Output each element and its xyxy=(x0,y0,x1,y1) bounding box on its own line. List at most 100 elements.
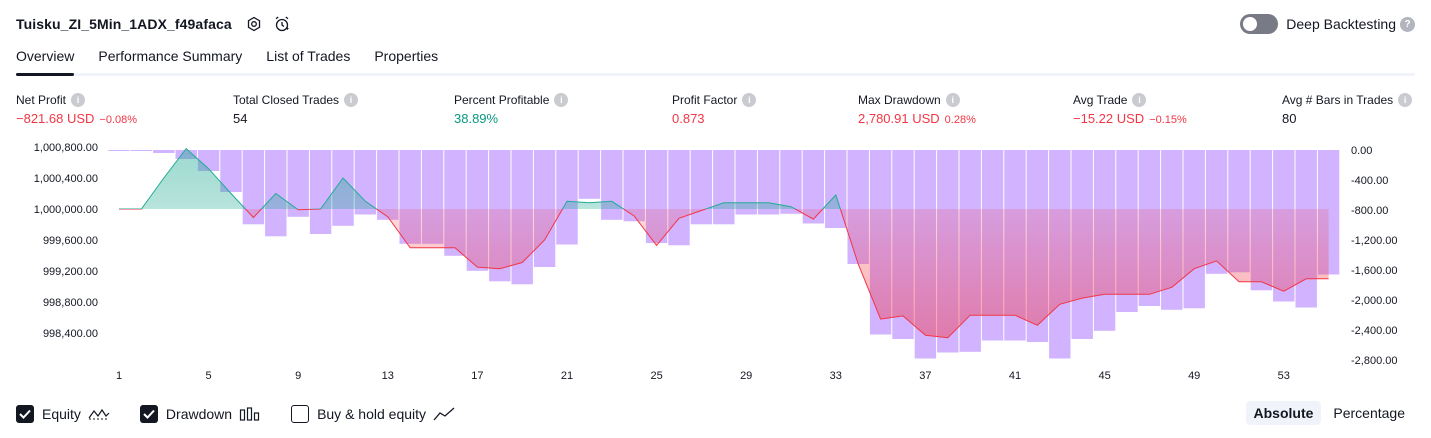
equity-area-negative xyxy=(119,209,1329,338)
drawdown-bar xyxy=(309,150,332,234)
legend-drawdown[interactable]: Drawdown xyxy=(139,405,261,423)
value-mode-switch: Absolute Percentage xyxy=(1245,401,1414,425)
drawdown-bar xyxy=(802,150,825,224)
drawdown-bar xyxy=(713,150,735,225)
x-tick-label: 49 xyxy=(1188,370,1200,382)
info-icon[interactable]: i xyxy=(344,93,359,107)
help-icon[interactable]: ? xyxy=(1400,16,1415,32)
drawdown-bar xyxy=(108,150,130,151)
drawdown-bar xyxy=(287,150,309,217)
metric-label: Percent Profitable xyxy=(454,93,550,107)
buy-hold-line-icon xyxy=(433,407,455,421)
metric-value: 38.89% xyxy=(454,111,499,126)
equity-checkbox[interactable] xyxy=(16,405,34,423)
header: Tuisku_ZI_5Min_1ADX_f49afaca Deep Backte… xyxy=(16,12,1415,36)
alarm-clock-icon[interactable] xyxy=(272,14,292,34)
y-left-tick-label: 1,000,000.00 xyxy=(34,204,98,216)
y-left-tick-label: 1,000,800.00 xyxy=(34,142,98,154)
info-icon[interactable]: i xyxy=(1398,93,1413,107)
equity-area xyxy=(119,147,1329,339)
x-tick-label: 37 xyxy=(919,370,931,382)
info-icon[interactable]: i xyxy=(71,93,86,107)
legend-buy-hold[interactable]: Buy & hold equity xyxy=(291,405,455,423)
metric-sub-value: −0.15% xyxy=(1149,114,1187,126)
tab-properties[interactable]: Properties xyxy=(374,48,439,64)
x-tick-label: 1 xyxy=(116,370,122,382)
drawdown-checkbox[interactable] xyxy=(139,405,158,423)
y-left-tick-label: 998,400.00 xyxy=(43,328,98,340)
legend-equity-label: Equity xyxy=(42,406,81,422)
metric-total-closed-trades: Total Closed Trades i 54 xyxy=(233,93,359,126)
deep-backtesting-toggle[interactable] xyxy=(1240,14,1279,34)
x-tick-label: 33 xyxy=(830,370,842,382)
info-icon[interactable]: i xyxy=(1132,93,1147,107)
drawdown-bar xyxy=(780,150,802,214)
drawdown-bar xyxy=(377,150,399,220)
info-icon[interactable]: i xyxy=(742,93,757,107)
tab-performance-summary[interactable]: Performance Summary xyxy=(98,48,243,64)
settings-gear-icon[interactable] xyxy=(244,14,264,34)
metric-label: Max Drawdown xyxy=(858,93,941,107)
metric-sub-value: −0.08% xyxy=(99,114,138,126)
tab-bar: Overview Performance Summary List of Tra… xyxy=(16,46,1415,76)
y-right-tick-label: 0.00 xyxy=(1351,145,1372,157)
x-tick-label: 29 xyxy=(740,370,752,382)
drawdown-bar xyxy=(578,150,601,199)
strategy-title: Tuisku_ZI_5Min_1ADX_f49afaca xyxy=(16,16,232,32)
drawdown-bar xyxy=(601,150,623,220)
chart-legend: Equity Drawdown Buy & hold equity xyxy=(16,403,485,425)
drawdown-bar xyxy=(757,150,780,215)
x-tick-label: 45 xyxy=(1098,370,1110,382)
drawdown-bar xyxy=(735,150,757,215)
metric-label: Profit Factor xyxy=(672,93,738,107)
metric-sub-value: 0.28% xyxy=(944,114,976,126)
x-tick-label: 53 xyxy=(1278,370,1290,382)
deep-backtesting-control: Deep Backtesting ? xyxy=(1240,12,1415,36)
tab-list-of-trades[interactable]: List of Trades xyxy=(266,48,351,64)
info-icon[interactable]: i xyxy=(945,93,960,107)
legend-equity[interactable]: Equity xyxy=(16,405,110,423)
metric-value: −15.22 USD xyxy=(1073,111,1145,126)
x-tick-label: 9 xyxy=(295,370,301,382)
metric-net-profit: Net Profit i −821.68 USD −0.08% xyxy=(16,93,137,126)
drawdown-bar xyxy=(556,150,578,245)
equity-series-icon xyxy=(88,407,110,421)
metric-label: Total Closed Trades xyxy=(233,93,340,107)
deep-backtesting-label: Deep Backtesting xyxy=(1286,16,1396,32)
y-left-tick-label: 1,000,400.00 xyxy=(34,173,98,185)
metric-label: Avg # Bars in Trades xyxy=(1282,93,1394,107)
metric-avg-bars: Avg # Bars in Trades i 80 xyxy=(1282,93,1413,126)
metric-label: Net Profit xyxy=(16,93,67,107)
y-left-tick-label: 998,800.00 xyxy=(43,297,98,309)
toggle-knob xyxy=(1243,17,1258,31)
metric-max-drawdown: Max Drawdown i 2,780.91 USD 0.28% xyxy=(858,93,976,126)
y-axis-right: 0.00 -400.00 -800.00 -1,200.00 -1,600.00 -2,0… xyxy=(1351,145,1397,367)
y-left-tick-label: 999,200.00 xyxy=(43,266,98,278)
x-tick-label: 17 xyxy=(471,370,483,382)
drawdown-bar xyxy=(690,150,713,225)
drawdown-bar xyxy=(242,150,265,225)
legend-buy-hold-label: Buy & hold equity xyxy=(317,406,427,422)
metric-label: Avg Trade xyxy=(1073,93,1128,107)
y-left-tick-label: 999,600.00 xyxy=(43,235,98,247)
metric-value: 80 xyxy=(1282,111,1297,126)
metric-profit-factor: Profit Factor i 0.873 xyxy=(672,93,757,126)
percentage-button[interactable]: Percentage xyxy=(1333,405,1405,421)
x-tick-label: 25 xyxy=(650,370,662,382)
metric-value: −821.68 USD xyxy=(16,111,95,126)
y-right-tick-label: -2,800.00 xyxy=(1351,355,1397,367)
x-tick-label: 41 xyxy=(1009,370,1021,382)
y-right-tick-label: -1,600.00 xyxy=(1351,265,1397,277)
drawdown-bar xyxy=(668,150,690,246)
x-tick-label: 21 xyxy=(561,370,573,382)
absolute-button[interactable]: Absolute xyxy=(1245,401,1322,425)
info-icon[interactable]: i xyxy=(554,93,569,107)
tab-overview[interactable]: Overview xyxy=(16,46,75,76)
y-right-tick-label: -1,200.00 xyxy=(1351,235,1397,247)
y-right-tick-label: -400.00 xyxy=(1351,175,1388,187)
buy-hold-checkbox[interactable] xyxy=(291,405,310,423)
equity-drawdown-chart[interactable]: 1,000,800.00 1,000,400.00 1,000,000.00 999,… xyxy=(0,138,1431,400)
y-right-tick-label: -2,400.00 xyxy=(1351,325,1397,337)
metric-value: 54 xyxy=(233,111,248,126)
drawdown-bars-icon xyxy=(239,407,261,421)
